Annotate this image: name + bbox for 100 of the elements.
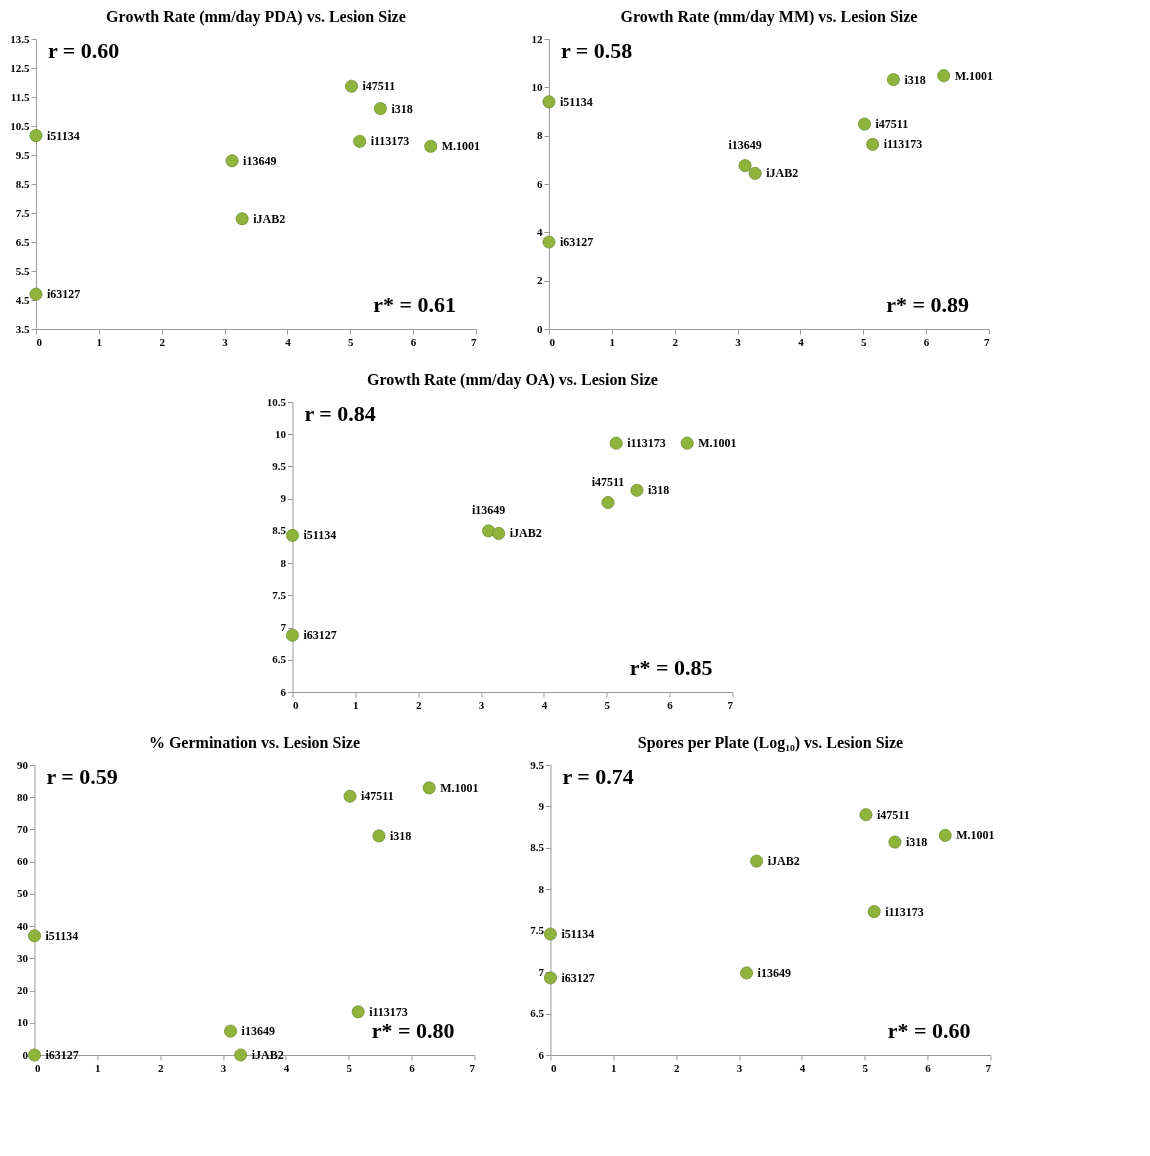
- annotation: iJAB2: [251, 1048, 284, 1062]
- y-tick-label: 7.5: [272, 588, 287, 601]
- chart-title: Growth Rate (mm/day OA) vs. Lesion Size: [367, 371, 658, 389]
- chart-title: Spores per Plate (Log₁₀) vs. Lesion Size: [637, 734, 904, 752]
- x-tick-label: 0: [292, 698, 299, 711]
- y-tick-label: 6.5: [272, 653, 287, 666]
- chart-title: Growth Rate (mm/day MM) vs. Lesion Size: [620, 8, 918, 26]
- annotation: i47511: [875, 117, 909, 132]
- point: [374, 102, 387, 116]
- point: [544, 971, 557, 985]
- y-tick-label: 30: [16, 951, 29, 964]
- annotation: i13649: [757, 965, 791, 980]
- point: [286, 528, 299, 542]
- annotation: i318: [389, 828, 412, 843]
- annotation: i318: [391, 101, 413, 116]
- x-tick-label: 2: [159, 335, 166, 348]
- x-tick-label: 1: [96, 335, 103, 348]
- x-tick-label: 6: [667, 698, 674, 711]
- x-tick-label: 7: [985, 1061, 992, 1074]
- point: [345, 79, 358, 93]
- x-tick-label: 1: [353, 698, 359, 711]
- annotation: i63127: [303, 628, 337, 643]
- y-tick-label: 10.5: [10, 119, 30, 132]
- annotation: i113173: [883, 137, 923, 152]
- annotation: i51134: [561, 927, 595, 942]
- annotation: i63127: [559, 235, 594, 249]
- point: [225, 154, 239, 168]
- x-tick-label: 0: [549, 335, 556, 348]
- x-tick-label: 2: [415, 698, 422, 711]
- annotation: i13649: [471, 502, 506, 517]
- annotation: i13649: [728, 137, 762, 152]
- x-tick-label: 5: [604, 698, 611, 711]
- point: [630, 483, 644, 497]
- y-tick-label: 8.5: [15, 177, 30, 190]
- x-tick-label: 7: [983, 335, 990, 348]
- point: [937, 69, 951, 83]
- y-tick-label: 3.5: [15, 322, 30, 335]
- y-tick-label: 10: [274, 427, 287, 440]
- annotation: iJAB2: [766, 166, 799, 181]
- y-tick-label: 6.5: [15, 235, 30, 248]
- point: [542, 95, 556, 109]
- annotation: r* = 0.85: [629, 655, 713, 680]
- y-tick-label: 9.5: [272, 459, 287, 472]
- point: [343, 789, 357, 803]
- chart-title: % Germination vs. Lesion Size: [148, 734, 361, 751]
- point: [601, 496, 615, 509]
- annotation: r = 0.84: [304, 401, 376, 426]
- x-tick-label: 6: [925, 1061, 932, 1074]
- y-tick-label: 10.5: [266, 395, 287, 408]
- point: [235, 212, 249, 226]
- point: [680, 436, 694, 450]
- point: [424, 139, 438, 153]
- annotation: r* = 0.80: [371, 1018, 455, 1043]
- annotation: i51134: [303, 528, 337, 543]
- annotation: i113173: [627, 436, 666, 451]
- point: [286, 628, 299, 642]
- annotation: i318: [905, 835, 928, 850]
- point: [542, 235, 556, 249]
- y-tick-label: 60: [16, 855, 29, 868]
- point: [859, 808, 873, 822]
- x-tick-label: 5: [348, 335, 354, 348]
- point: [867, 905, 881, 919]
- point: [29, 287, 43, 301]
- y-tick-label: 10: [16, 1016, 29, 1029]
- y-tick-label: 12.5: [10, 61, 30, 74]
- x-tick-label: 1: [611, 1061, 617, 1074]
- annotation: i47511: [362, 79, 396, 94]
- y-tick-label: 7: [280, 621, 287, 634]
- y-tick-label: 6: [538, 1048, 545, 1061]
- x-tick-label: 0: [36, 335, 43, 348]
- point: [750, 854, 764, 868]
- x-tick-label: 2: [673, 1061, 680, 1074]
- x-tick-label: 3: [735, 335, 742, 348]
- x-tick-label: 7: [470, 335, 477, 348]
- y-tick-label: 7.5: [530, 924, 545, 937]
- x-tick-label: 5: [346, 1061, 353, 1074]
- y-tick-label: 9.5: [530, 758, 545, 771]
- point: [29, 129, 43, 142]
- x-tick-label: 0: [550, 1061, 557, 1074]
- point: [224, 1024, 237, 1038]
- annotation: iJAB2: [509, 526, 542, 541]
- x-tick-label: 3: [478, 698, 485, 711]
- y-tick-label: 5.5: [15, 264, 30, 277]
- x-tick-label: 4: [799, 1061, 806, 1074]
- annotation: M.1001: [954, 68, 994, 83]
- annotation: M.1001: [956, 828, 995, 843]
- annotation: i51134: [45, 928, 79, 943]
- y-tick-label: 70: [16, 822, 29, 835]
- y-tick-label: 0: [536, 322, 543, 335]
- y-tick-label: 9.5: [15, 148, 30, 161]
- y-tick-label: 90: [16, 758, 29, 771]
- y-tick-label: 6.5: [530, 1007, 545, 1020]
- point: [492, 527, 506, 540]
- y-tick-label: 20: [16, 984, 29, 997]
- point: [858, 117, 871, 131]
- y-tick-label: 8: [538, 882, 545, 895]
- y-tick-label: 8: [536, 129, 543, 142]
- annotation: i63127: [46, 287, 81, 302]
- annotation: M.1001: [698, 436, 737, 451]
- annotation: i51134: [559, 94, 593, 109]
